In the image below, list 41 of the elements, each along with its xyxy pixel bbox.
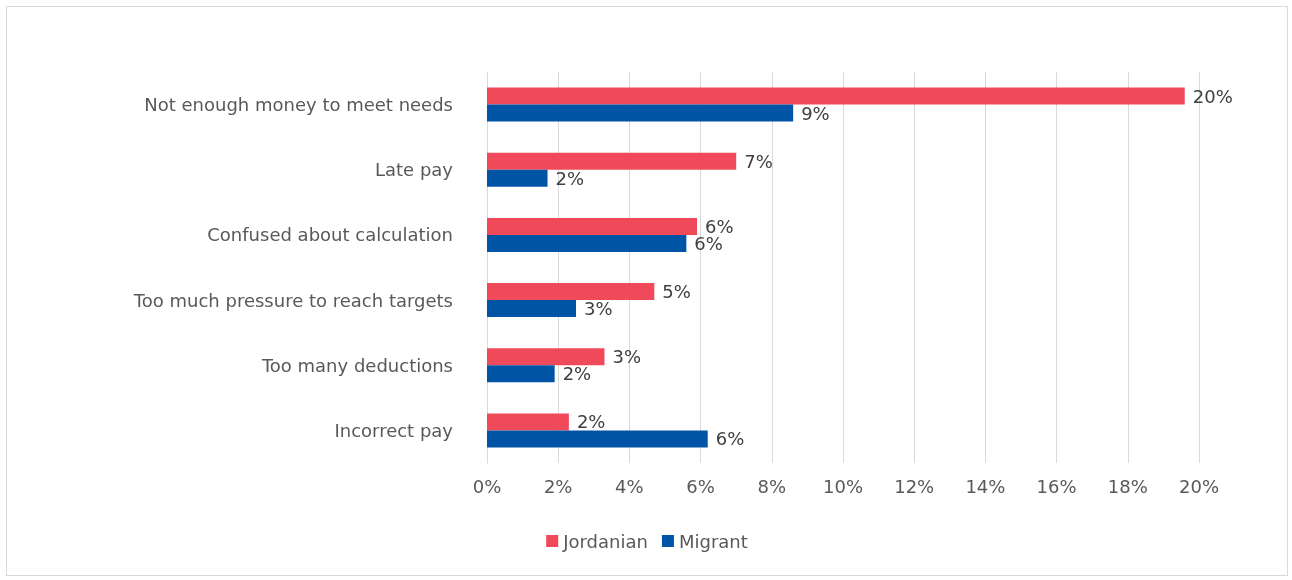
data-label: 2% — [576, 411, 606, 433]
x-tick-label: 12% — [894, 475, 935, 497]
bar — [487, 283, 655, 301]
x-tick-label: 2% — [543, 475, 573, 497]
y-tick-label: Too many deductions — [260, 354, 453, 376]
bar — [487, 300, 576, 318]
legend-label: Migrant — [678, 530, 748, 552]
bar — [487, 217, 698, 235]
x-tick-label: 20% — [1178, 475, 1220, 497]
data-label: 20% — [1192, 85, 1233, 107]
x-tick-label: 0% — [472, 475, 502, 497]
bar — [487, 430, 708, 448]
x-tick-label: 10% — [822, 475, 864, 497]
bar — [487, 413, 569, 431]
y-tick-label: Too much pressure to reach targets — [132, 289, 453, 311]
bar — [487, 365, 555, 383]
bar — [487, 348, 605, 366]
x-tick-label: 14% — [965, 475, 1006, 497]
data-label: 5% — [662, 281, 691, 303]
y-tick-label: Confused about calculation — [207, 224, 453, 246]
data-label: 2% — [562, 363, 592, 385]
data-label: 3% — [584, 298, 613, 320]
data-label: 2% — [555, 167, 585, 189]
data-label: 9% — [801, 102, 830, 124]
y-tick-label: Incorrect pay — [334, 419, 454, 441]
data-label: 6% — [715, 428, 745, 450]
bar — [487, 234, 687, 252]
x-tick-label: 4% — [615, 475, 644, 497]
x-tick-label: 16% — [1036, 475, 1077, 497]
bar — [487, 169, 548, 187]
x-tick-label: 6% — [686, 475, 715, 497]
bar — [487, 87, 1185, 105]
bar — [487, 152, 737, 170]
y-tick-label: Not enough money to meet needs — [144, 94, 453, 116]
bar — [487, 104, 794, 122]
y-tick-label: Late pay — [374, 159, 454, 181]
legend-label: Jordanian — [562, 530, 648, 552]
data-label: 7% — [744, 150, 773, 172]
data-label: 3% — [612, 346, 642, 368]
x-tick-label: 18% — [1107, 475, 1148, 497]
x-tick-label: 8% — [757, 475, 787, 497]
